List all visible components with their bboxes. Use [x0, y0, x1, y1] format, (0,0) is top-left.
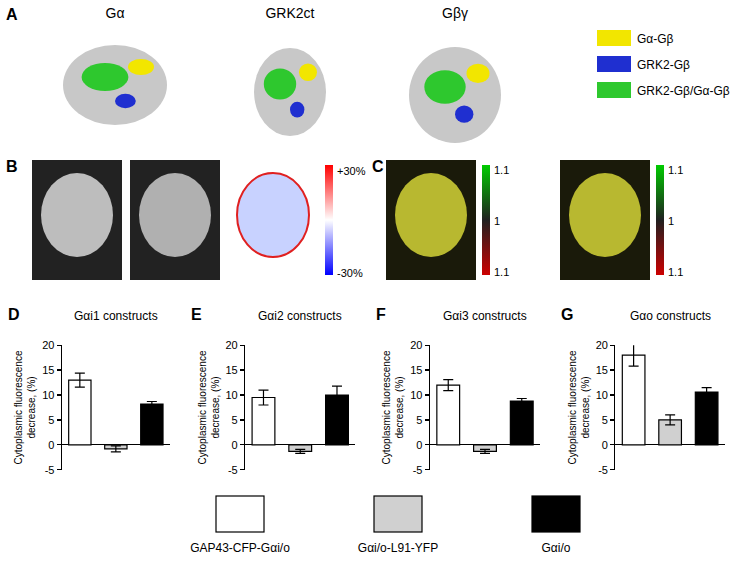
svg-text:1.1: 1.1 — [494, 266, 509, 278]
svg-text:GRK2-Gβ/Gα-Gβ: GRK2-Gβ/Gα-Gβ — [637, 84, 730, 98]
svg-text:1.1: 1.1 — [668, 164, 683, 176]
svg-text:20: 20 — [596, 339, 608, 351]
svg-text:0: 0 — [416, 439, 422, 451]
svg-text:1.1: 1.1 — [668, 266, 683, 278]
svg-text:-5: -5 — [228, 464, 238, 476]
svg-text:10: 10 — [225, 389, 237, 401]
svg-text:Gαi/o-L91-YFP: Gαi/o-L91-YFP — [358, 541, 438, 555]
svg-text:20: 20 — [410, 339, 422, 351]
svg-text:10: 10 — [410, 389, 422, 401]
svg-text:A: A — [6, 6, 18, 23]
svg-text:-5: -5 — [45, 464, 55, 476]
svg-text:F: F — [376, 306, 386, 323]
svg-text:Cytoplasmic fluorescencedecrea: Cytoplasmic fluorescencedecrease, (%) — [567, 350, 591, 464]
svg-text:E: E — [191, 306, 202, 323]
svg-text:-5: -5 — [413, 464, 423, 476]
svg-text:GRK2ct: GRK2ct — [265, 5, 314, 21]
svg-text:0: 0 — [48, 439, 54, 451]
svg-text:+30%: +30% — [337, 165, 366, 177]
svg-text:Gαi2 constructs: Gαi2 constructs — [258, 309, 342, 323]
svg-text:5: 5 — [232, 414, 238, 426]
svg-text:1: 1 — [494, 215, 500, 227]
svg-text:Gαi3 constructs: Gαi3 constructs — [443, 309, 527, 323]
svg-text:Gβγ: Gβγ — [442, 5, 468, 21]
svg-text:Cytoplasmic fluorescencedecrea: Cytoplasmic fluorescencedecrease, (%) — [197, 350, 221, 464]
svg-text:15: 15 — [410, 364, 422, 376]
svg-text:5: 5 — [48, 414, 54, 426]
svg-text:Cytoplasmic fluorescencedecrea: Cytoplasmic fluorescencedecrease, (%) — [13, 350, 37, 464]
svg-text:0: 0 — [232, 439, 238, 451]
svg-text:1: 1 — [668, 215, 674, 227]
svg-text:5: 5 — [602, 414, 608, 426]
svg-text:-5: -5 — [598, 464, 608, 476]
svg-text:Gαi/o: Gαi/o — [542, 541, 571, 555]
svg-text:-30%: -30% — [337, 267, 363, 279]
svg-text:G: G — [561, 306, 573, 323]
svg-text:15: 15 — [596, 364, 608, 376]
svg-text:Gα: Gα — [106, 5, 125, 21]
svg-text:5: 5 — [416, 414, 422, 426]
svg-text:D: D — [8, 306, 20, 323]
svg-text:Gα-Gβ: Gα-Gβ — [637, 32, 674, 46]
svg-text:20: 20 — [42, 339, 54, 351]
svg-text:Gαi1 constructs: Gαi1 constructs — [74, 309, 158, 323]
svg-text:15: 15 — [225, 364, 237, 376]
svg-text:1.1: 1.1 — [494, 164, 509, 176]
svg-text:Cytoplasmic fluorescencedecrea: Cytoplasmic fluorescencedecrease, (%) — [381, 350, 405, 464]
svg-text:C: C — [372, 158, 384, 175]
svg-text:10: 10 — [42, 389, 54, 401]
svg-text:0: 0 — [602, 439, 608, 451]
svg-text:GRK2-Gβ: GRK2-Gβ — [637, 58, 690, 72]
svg-text:15: 15 — [42, 364, 54, 376]
svg-text:Gαo constructs: Gαo constructs — [630, 309, 711, 323]
svg-text:20: 20 — [225, 339, 237, 351]
svg-text:B: B — [6, 158, 18, 175]
svg-text:10: 10 — [596, 389, 608, 401]
svg-text:GAP43-CFP-Gαi/o: GAP43-CFP-Gαi/o — [190, 541, 290, 555]
